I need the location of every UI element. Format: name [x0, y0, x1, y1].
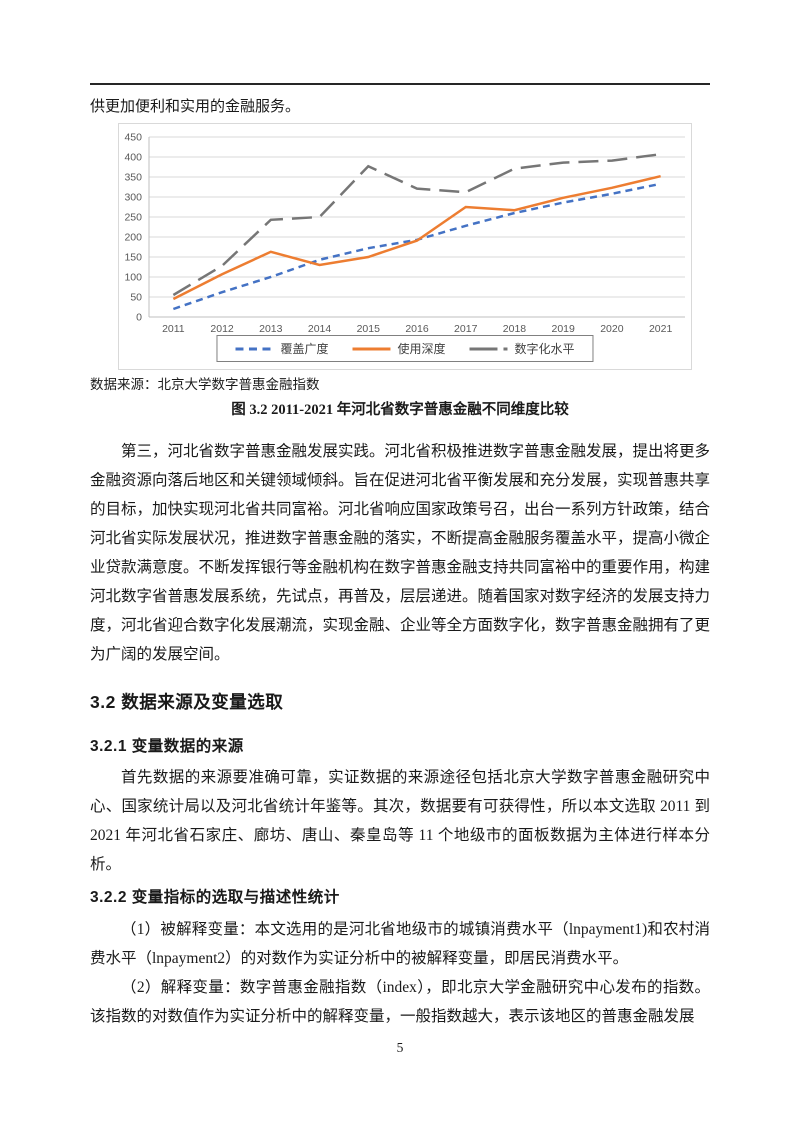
series-line-数字化水平 — [172, 152, 661, 297]
figure-chart: 0 50 100 150 200 250 300 350 400 450 2011 2012 2013 2… — [118, 123, 692, 370]
y-axis-tick-label: 250 — [124, 212, 142, 224]
header-rule — [90, 83, 710, 85]
y-axis-tick-label: 450 — [124, 132, 142, 144]
legend-item: 数字化水平 — [469, 340, 575, 357]
subsection-heading-3-2-1: 3.2.1 变量数据的来源 — [90, 738, 244, 755]
y-axis-tick-label: 350 — [124, 172, 142, 184]
y-axis-tick-label: 200 — [124, 232, 142, 244]
page-content: 供更加便利和实用的金融服务。 0 50 100 150 200 250 300 350 400 4… — [90, 0, 710, 1031]
series-line-使用深度 — [172, 174, 661, 301]
series-line-覆盖广度 — [172, 182, 661, 311]
body-paragraph-4: （2）解释变量：数字普惠金融指数（index），即北京大学金融研究中心发布的指数… — [90, 979, 710, 1025]
legend-item: 覆盖广度 — [235, 340, 328, 357]
body-paragraph-1: 第三，河北省数字普惠金融发展实践。河北省积极推进数字普惠金融发展，提出将更多金融… — [90, 443, 711, 663]
legend-line-sample-icon — [235, 347, 274, 350]
body-paragraph-3: （1）被解释变量：本文选用的是河北省地级市的城镇消费水平（lnpayment1)… — [90, 921, 710, 967]
legend-line-sample-icon — [469, 347, 508, 350]
legend-label: 覆盖广度 — [280, 342, 329, 356]
x-axis-tick-label: 2021 — [649, 323, 673, 335]
y-axis-tick-label: 100 — [124, 272, 142, 284]
figure-caption: 图 3.2 2011-2021 年河北省数字普惠金融不同维度比较 — [231, 402, 569, 418]
y-axis-tick-label: 400 — [124, 152, 142, 164]
x-axis-tick-label: 2012 — [210, 323, 234, 335]
y-axis-tick-label: 300 — [124, 192, 142, 204]
x-axis-tick-label: 2019 — [552, 323, 576, 335]
data-source-note: 数据来源：北京大学数字普惠金融指数 — [90, 377, 320, 392]
legend-line-sample-icon — [352, 347, 391, 350]
x-axis-tick-label: 2014 — [308, 323, 332, 335]
section-heading-3-2: 3.2 数据来源及变量选取 — [90, 692, 284, 712]
y-axis-tick-label: 0 — [136, 312, 142, 324]
legend-label: 数字化水平 — [514, 342, 575, 356]
intro-text: 供更加便利和实用的金融服务。 — [90, 99, 301, 115]
legend-item: 使用深度 — [352, 340, 446, 357]
x-axis-tick-label: 2015 — [357, 323, 381, 335]
x-axis-tick-label: 2018 — [503, 323, 527, 335]
chart-legend: 覆盖广度 使用深度 数字化水平 — [216, 335, 594, 362]
subsection-heading-3-2-2: 3.2.2 变量指标的选取与描述性统计 — [90, 889, 340, 906]
y-axis-tick-label: 150 — [124, 252, 142, 264]
x-axis-tick-label: 2017 — [454, 323, 478, 335]
body-paragraph-2: 首先数据的来源要准确可靠，实证数据的来源途径包括北京大学数字普惠金融研究中心、国… — [90, 769, 710, 873]
x-axis-tick-label: 2016 — [405, 323, 429, 335]
x-axis-tick-label: 2013 — [259, 323, 283, 335]
x-axis-tick-label: 2011 — [162, 323, 185, 335]
legend-label: 使用深度 — [397, 342, 446, 356]
y-axis-tick-label: 50 — [130, 292, 142, 304]
line-chart: 0 50 100 150 200 250 300 350 400 450 2011 2012 2013 2… — [124, 132, 685, 335]
page-number: 5 — [396, 1040, 404, 1055]
x-axis-tick-label: 2020 — [600, 323, 624, 335]
